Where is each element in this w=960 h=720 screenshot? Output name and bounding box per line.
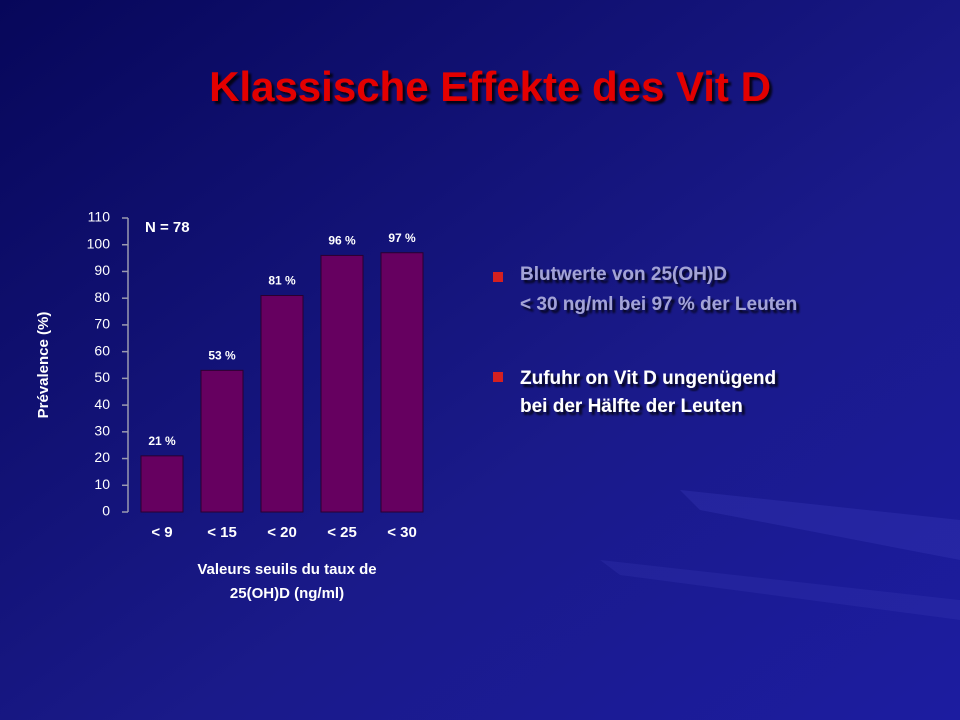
bar <box>140 455 184 513</box>
y-tick-label: 60 <box>94 342 110 358</box>
y-tick-label: 20 <box>94 449 110 465</box>
bullet-text: Zufuhr on Vit D ungenügend <box>520 368 776 389</box>
bar <box>200 369 244 513</box>
streak <box>680 490 960 560</box>
y-axis-label: Prévalence (%) <box>35 312 52 419</box>
bullet-icon <box>493 272 503 282</box>
bar <box>260 295 304 513</box>
y-tick-label: 30 <box>94 423 110 439</box>
x-axis-label: 25(OH)D (ng/ml) <box>230 585 344 602</box>
value-label: 21 % <box>148 434 176 448</box>
x-axis-label: Valeurs seuils du taux de <box>197 561 376 578</box>
streak <box>600 560 960 620</box>
annotation: N = 78 <box>145 219 190 236</box>
y-tick-label: 70 <box>94 316 110 332</box>
y-tick-label: 0 <box>102 503 110 519</box>
x-tick-label: < 15 <box>207 524 237 541</box>
bullet-icon <box>493 372 503 382</box>
x-tick-label: < 9 <box>151 524 172 541</box>
y-tick-label: 110 <box>88 209 111 225</box>
bar <box>320 254 364 513</box>
x-tick-label: < 20 <box>267 524 297 541</box>
bullet-text: < 30 ng/ml bei 97 % der Leuten <box>520 294 797 315</box>
x-tick-label: < 30 <box>387 524 417 541</box>
value-label: 53 % <box>208 349 236 363</box>
y-tick-label: 100 <box>87 235 111 251</box>
bullet-text: bei der Hälfte der Leuten <box>520 396 743 417</box>
y-tick-label: 90 <box>94 262 110 278</box>
value-label: 81 % <box>268 274 296 288</box>
y-tick-label: 10 <box>94 476 110 492</box>
bar <box>380 252 424 513</box>
value-label: 96 % <box>328 234 356 248</box>
slide-title: Klassische Effekte des Vit D <box>209 63 771 110</box>
y-tick-label: 50 <box>94 369 110 385</box>
y-tick-label: 40 <box>94 396 110 412</box>
bullet-text: Blutwerte von 25(OH)D <box>520 264 727 285</box>
x-tick-label: < 25 <box>327 524 357 541</box>
y-tick-label: 80 <box>94 289 110 305</box>
value-label: 97 % <box>388 231 416 245</box>
